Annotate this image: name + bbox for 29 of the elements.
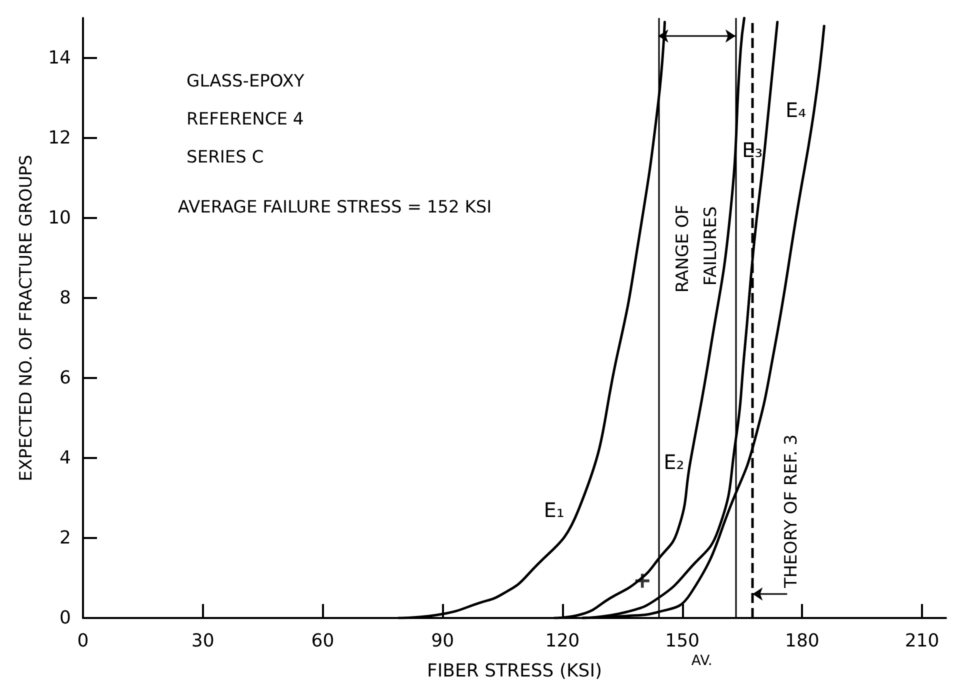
annotation: REFERENCE 4: [186, 110, 304, 130]
x-axis-title: FIBER STRESS (KSI): [426, 660, 602, 682]
y-tick-label: 6: [60, 368, 71, 388]
x-tick-label: 0: [77, 630, 89, 652]
x-tick-label: 120: [545, 630, 580, 652]
annotation: SERIES C: [186, 148, 264, 168]
x-tick-label: 150: [665, 630, 700, 652]
y-tick-label: 12: [48, 128, 71, 148]
series-label: E₁: [544, 498, 564, 522]
annotation: AVERAGE FAILURE STRESS = 152 KSI: [178, 198, 492, 218]
x-tick-label: 180: [784, 630, 820, 652]
y-tick-label: 14: [48, 48, 71, 68]
x-tick-label: 210: [904, 630, 940, 652]
text: AV.: [691, 653, 712, 669]
series-label: E₂: [664, 450, 684, 474]
y-tick-label: 10: [48, 208, 71, 228]
y-tick-label: 4: [60, 448, 71, 468]
y-tick-label: 0: [60, 608, 71, 628]
series-label: E₄: [785, 98, 806, 122]
y-axis-title: EXPECTED NO. OF FRACTURE GROUPS: [16, 154, 36, 482]
ref-line-label: THEORY OF REF. 3: [781, 434, 802, 589]
x-tick-label: 90: [431, 630, 454, 652]
annotation: RANGE OF FAILURES: [672, 199, 721, 293]
y-tick-label: 2: [60, 528, 71, 548]
y-tick-label: 8: [60, 288, 71, 308]
x-tick-label: 60: [311, 630, 334, 652]
x-tick-label: 30: [191, 630, 214, 652]
annotation: GLASS-EPOXY: [186, 72, 305, 92]
series-label: E₃: [742, 138, 763, 162]
